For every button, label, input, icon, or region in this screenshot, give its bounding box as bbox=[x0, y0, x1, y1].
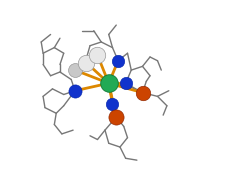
Point bbox=[84, 61, 88, 64]
Point bbox=[116, 59, 120, 62]
Point bbox=[107, 82, 110, 85]
Point bbox=[115, 115, 118, 119]
Point bbox=[141, 91, 144, 94]
Point bbox=[96, 54, 99, 57]
Point bbox=[111, 102, 114, 105]
Point bbox=[73, 89, 77, 92]
Point bbox=[124, 82, 127, 85]
Point bbox=[73, 69, 77, 72]
